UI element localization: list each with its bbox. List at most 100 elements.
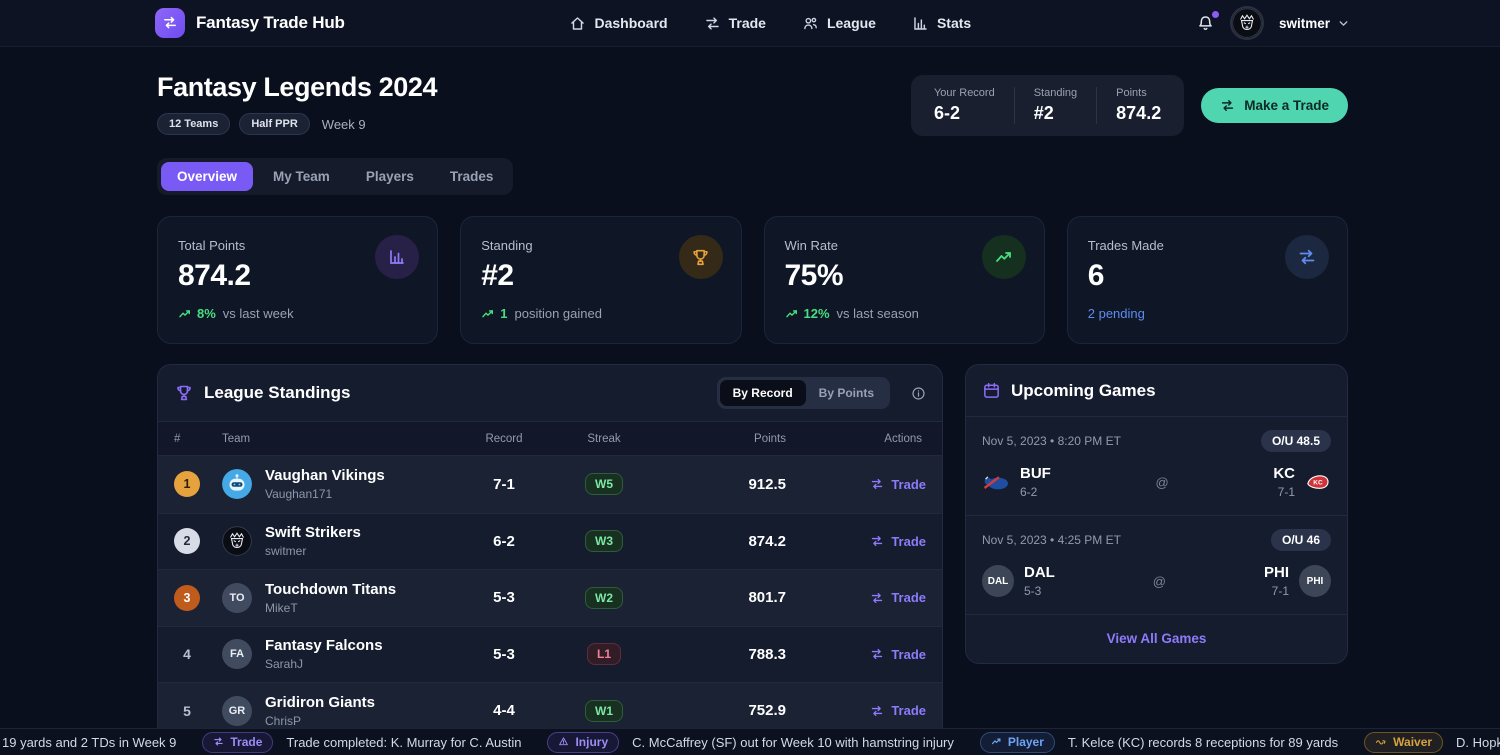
eagles-logo: PHI (1299, 565, 1331, 597)
rank-badge-bronze: 3 (174, 584, 200, 611)
trending-up-icon (991, 736, 1002, 747)
team-owner: Vaughan171 (265, 487, 333, 502)
nav-item-league[interactable]: League (802, 15, 876, 32)
record-summary-card: Your Record 6-2 Standing #2 Points 874.2 (910, 75, 1185, 136)
row-trade-button[interactable]: Trade (870, 647, 926, 662)
streak-badge: L1 (586, 643, 621, 666)
tab-my-team[interactable]: My Team (257, 162, 346, 191)
pending-trades-link[interactable]: 2 pending (1087, 306, 1145, 321)
toggle-by-record[interactable]: By Record (719, 380, 806, 406)
streak-badge: W2 (585, 586, 623, 609)
standings-column-headers: # Team Record Streak Points Actions (158, 421, 942, 456)
username: switmer (1278, 15, 1330, 31)
summary-standing: Standing #2 (1013, 87, 1096, 124)
main-nav: Dashboard Trade League Stats (345, 15, 1196, 32)
swap-icon (704, 15, 721, 32)
row-trade-button[interactable]: Trade (870, 477, 926, 492)
teams-count-badge: 12 Teams (157, 113, 231, 135)
team-name: Fantasy Falcons (265, 637, 383, 655)
trend-up: 1 (481, 306, 507, 321)
top-navbar: Fantasy Trade Hub Dashboard Trade League… (0, 0, 1500, 47)
away-team-record: 5-3 (1024, 584, 1042, 598)
injury-badge: Injury (547, 731, 620, 753)
cowboys-logo: DAL (982, 565, 1014, 597)
user-menu[interactable]: switmer (1279, 16, 1350, 31)
streak-badge: W3 (585, 530, 623, 553)
trophy-icon (174, 383, 194, 403)
points-value: 912.5 (748, 475, 786, 493)
home-icon (569, 15, 586, 32)
rank-number: 4 (183, 646, 191, 663)
row-trade-button[interactable]: Trade (870, 534, 926, 549)
swap-icon (1220, 98, 1235, 113)
away-team-abbr: BUF (1020, 465, 1051, 482)
brand: Fantasy Trade Hub (155, 8, 345, 38)
waiver-badge: Waiver (1364, 731, 1444, 753)
row-trade-button[interactable]: Trade (870, 703, 926, 718)
table-row: 1 Vaughan Vikings Vaughan171 7-1 W5 912.… (158, 456, 942, 513)
scoring-format-badge: Half PPR (239, 113, 310, 135)
team-owner: switmer (265, 544, 307, 559)
team-name: Vaughan Vikings (265, 467, 385, 485)
streak-badge: W1 (585, 699, 623, 722)
nav-item-trade[interactable]: Trade (704, 15, 766, 32)
points-value: 801.7 (748, 589, 786, 607)
at-symbol: @ (1155, 474, 1169, 490)
app-title: Fantasy Trade Hub (196, 13, 345, 32)
stats-cards: Total Points 874.2 8% vs last week Stand… (157, 216, 1348, 344)
warning-triangle-icon (558, 736, 569, 747)
game-row: Nov 5, 2023 • 4:25 PM ET O/U 46 DAL DAL … (966, 515, 1347, 614)
upcoming-games-title: Upcoming Games (1011, 380, 1156, 400)
league-header: Fantasy Legends 2024 12 Teams Half PPR W… (157, 72, 1348, 136)
record-value: 5-3 (493, 589, 515, 607)
nav-item-dashboard[interactable]: Dashboard (569, 15, 668, 32)
tab-overview[interactable]: Overview (161, 162, 254, 191)
team-owner: MikeT (265, 600, 298, 615)
away-team-record: 6-2 (1020, 485, 1038, 499)
notification-dot (1211, 10, 1219, 18)
record-value: 6-2 (493, 532, 515, 550)
streak-badge: W5 (585, 473, 623, 496)
trending-up-icon (981, 235, 1026, 279)
wave-arrow-icon (1375, 736, 1387, 747)
user-area: switmer (1196, 6, 1350, 40)
record-value: 5-3 (493, 645, 515, 663)
home-team-abbr: PHI (1263, 564, 1289, 581)
table-row: 4 FA Fantasy Falcons SarahJ 5-3 L1 788.3… (158, 625, 942, 683)
tab-players[interactable]: Players (350, 162, 430, 191)
game-row: Nov 5, 2023 • 8:20 PM ET O/U 48.5 BUF 6-… (966, 417, 1347, 515)
record-value: 7-1 (493, 475, 515, 493)
summary-your-record: Your Record 6-2 (933, 87, 995, 123)
stat-card-standing: Standing #2 1 position gained (460, 216, 742, 344)
user-avatar[interactable] (1229, 6, 1264, 40)
team-avatar-initials: GR (222, 695, 252, 726)
team-avatar-robot (222, 469, 252, 500)
view-all-games-link[interactable]: View All Games (1106, 631, 1207, 646)
team-owner: ChrisP (265, 713, 302, 728)
points-value: 788.3 (748, 645, 786, 663)
home-team-record: 7-1 (1277, 485, 1295, 499)
rank-badge-silver: 2 (174, 528, 200, 555)
home-team-abbr: KC (1273, 465, 1295, 482)
home-team-record: 7-1 (1271, 584, 1289, 598)
make-trade-button[interactable]: Make a Trade (1201, 88, 1348, 123)
ticker-item: Player T. Kelce (KC) records 8 reception… (979, 731, 1338, 753)
swap-icon (213, 736, 224, 747)
row-trade-button[interactable]: Trade (870, 590, 926, 605)
info-icon[interactable] (911, 386, 926, 401)
game-datetime: Nov 5, 2023 • 8:20 PM ET (982, 434, 1121, 448)
player-badge: Player (979, 731, 1055, 753)
rank-badge-gold: 1 (174, 471, 200, 498)
record-value: 4-4 (493, 702, 515, 720)
notifications-bell-icon[interactable] (1196, 10, 1219, 33)
at-symbol: @ (1152, 573, 1166, 589)
team-avatar-mascot (222, 526, 252, 556)
league-standings-panel: League Standings By Record By Points # T… (157, 364, 943, 740)
nav-item-stats[interactable]: Stats (912, 15, 971, 32)
app-logo-swap-icon (155, 8, 185, 38)
standings-title: League Standings (204, 383, 351, 402)
toggle-by-points[interactable]: By Points (806, 380, 887, 406)
standings-sort-toggle: By Record By Points (716, 377, 890, 409)
tab-trades[interactable]: Trades (434, 162, 510, 191)
trend-up: 8% (178, 306, 216, 321)
